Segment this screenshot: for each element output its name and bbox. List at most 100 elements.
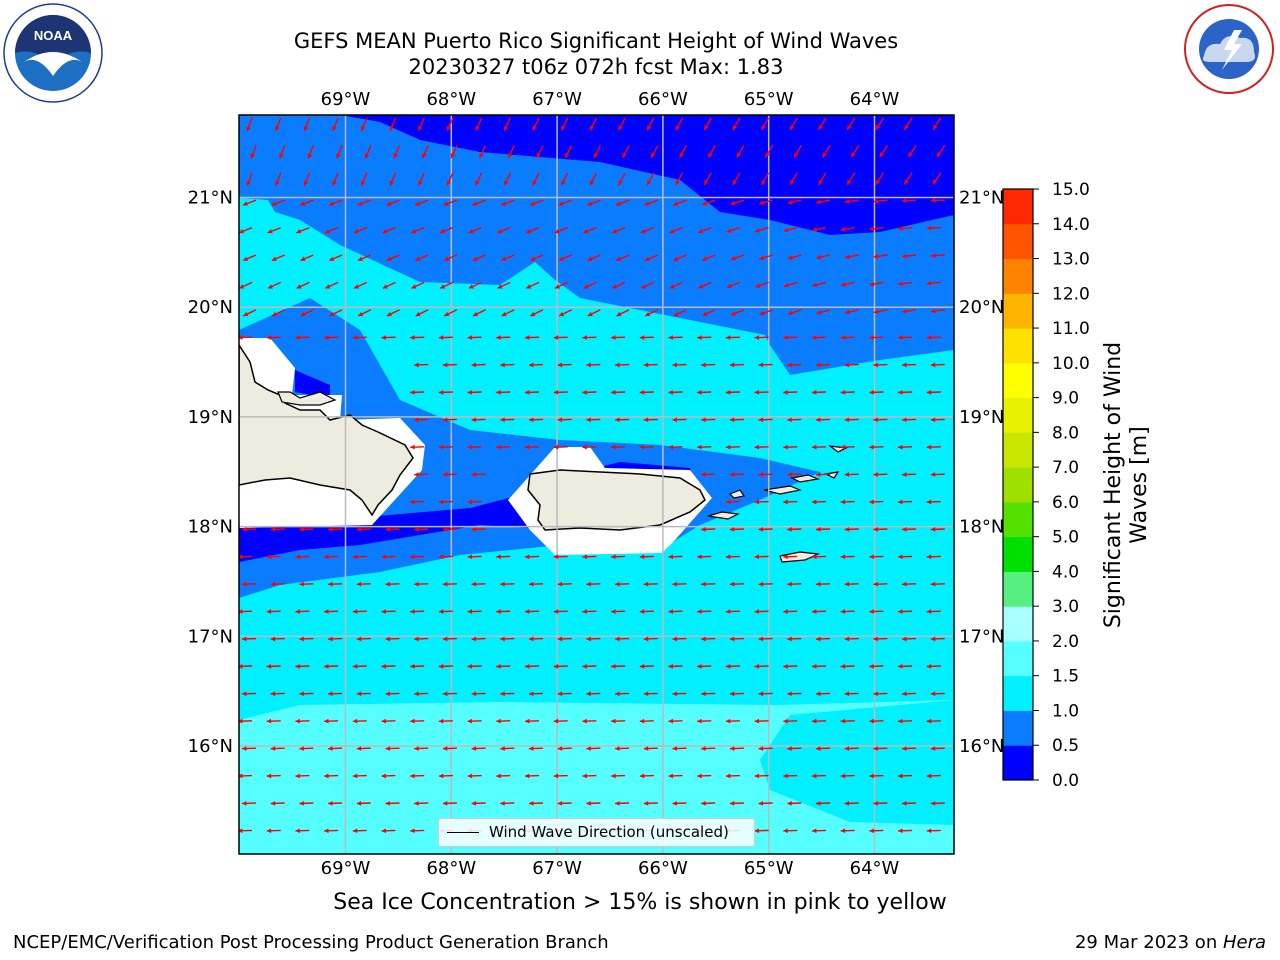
wind-arrowhead <box>873 526 878 532</box>
wind-arrowhead <box>875 124 881 130</box>
wind-arrowhead <box>611 444 616 450</box>
wind-arrowhead <box>926 280 932 286</box>
wind-arrowhead <box>902 581 907 587</box>
wind-arrowhead <box>242 800 247 806</box>
wind-arrowhead <box>729 636 735 642</box>
wind-arrowhead <box>300 311 306 317</box>
wind-arrowhead <box>360 125 366 131</box>
wind-arrowhead <box>239 773 243 779</box>
wind-arrowhead <box>467 663 473 669</box>
colorbar-tick-label: 14.0 <box>1052 215 1090 235</box>
wind-arrowhead <box>557 362 563 368</box>
wind-arrowhead <box>496 663 501 669</box>
wind-arrowhead <box>783 554 788 560</box>
wind-arrowhead <box>812 444 817 450</box>
wind-arrowhead <box>472 201 478 206</box>
wind-arrowhead <box>324 335 329 340</box>
wind-arrowhead <box>758 636 764 642</box>
wind-arrowhead <box>270 526 276 532</box>
wind-arrowhead <box>726 228 732 233</box>
wind-arrowhead <box>840 389 846 395</box>
wind-arrowhead <box>442 691 448 697</box>
wind-arrowhead <box>812 335 817 340</box>
wind-arrowhead <box>902 636 907 642</box>
wind-arrowhead <box>324 663 329 669</box>
wind-arrowhead <box>358 311 364 317</box>
wind-arrowhead <box>242 691 247 697</box>
wind-arrowhead <box>844 199 850 204</box>
wind-arrowhead <box>352 554 358 560</box>
wind-arrowhead <box>266 554 272 560</box>
chart-subtitle: 20230327 t06z 072h fcst Max: 1.83 <box>408 55 784 79</box>
wind-arrowhead <box>473 311 479 317</box>
wind-arrowhead <box>242 636 247 642</box>
wind-arrowhead <box>902 362 907 368</box>
land-st-croix <box>779 551 821 563</box>
wind-arrowhead <box>467 389 473 395</box>
wind-arrowhead <box>898 554 903 560</box>
wind-arrowhead <box>266 335 272 340</box>
wind-arrowhead <box>725 609 731 614</box>
wind-arrowhead <box>295 718 300 724</box>
wind-arrowhead <box>553 444 559 450</box>
noaa-logo-text: NOAA <box>34 28 73 43</box>
wind-arrowhead <box>840 718 846 724</box>
wind-arrowhead <box>873 636 878 642</box>
wind-arrowhead <box>328 746 333 751</box>
wind-arrowhead <box>783 828 788 834</box>
wind-arrowhead <box>704 179 709 185</box>
wind-arrowhead <box>754 335 760 340</box>
wind-arrowhead <box>446 125 452 131</box>
wind-arrowhead <box>299 691 304 697</box>
wind-arrowhead <box>615 800 620 806</box>
lon-label-top: 64°W <box>850 89 900 110</box>
wind-arrowhead <box>869 389 874 395</box>
colorbar-tick-label: 11.0 <box>1052 319 1090 339</box>
wind-arrowhead <box>496 554 501 560</box>
wind-arrowhead <box>381 773 386 779</box>
wind-arrowhead <box>726 283 732 289</box>
wind-arrowhead <box>275 180 280 186</box>
wind-arrowhead <box>898 444 903 450</box>
wind-arrowhead <box>675 180 680 186</box>
wind-arrowhead <box>898 499 903 505</box>
wind-arrowhead <box>525 609 530 614</box>
wind-arrowhead <box>382 284 388 289</box>
wind-arrowhead <box>325 284 331 289</box>
wind-arrowhead <box>898 609 903 614</box>
wind-arrowhead <box>783 389 788 395</box>
wind-arrowhead <box>582 554 587 560</box>
wind-arrowhead <box>328 691 333 697</box>
lat-label-right: 19°N <box>959 407 1004 428</box>
wind-arrowhead <box>558 201 564 206</box>
wind-arrowhead <box>381 718 386 724</box>
wind-arrowhead <box>364 153 370 159</box>
wind-arrowhead <box>565 152 570 158</box>
lon-labels-bottom: 69°W 68°W 67°W 66°W 65°W 64°W <box>321 858 900 879</box>
wind-arrowhead <box>381 554 386 560</box>
wind-arrowhead <box>783 282 789 288</box>
wind-arrowhead <box>673 201 679 206</box>
land-vieques <box>707 511 741 520</box>
wind-arrowhead <box>442 526 448 532</box>
lon-labels-top: 69°W 68°W 67°W 66°W 65°W 64°W <box>321 89 900 110</box>
wind-arrowhead <box>307 153 313 159</box>
wind-arrowhead <box>930 746 936 751</box>
colorbar-tick-label: 7.0 <box>1052 458 1079 478</box>
nws-logo <box>1184 4 1274 94</box>
wind-arrowhead <box>299 800 304 806</box>
wind-arrowhead <box>822 152 827 158</box>
wind-arrowhead <box>818 124 823 130</box>
wind-arrowhead <box>783 718 788 724</box>
colorbar: 0.0 0.5 1.0 1.5 2.0 3.0 4.0 5.0 6.0 7.0 8.0 9.0 10.0… <box>1002 180 1090 791</box>
wind-arrowhead <box>669 228 675 234</box>
wind-arrowhead <box>840 609 846 614</box>
wind-arrowhead <box>479 153 484 159</box>
wind-arrowhead <box>754 609 760 614</box>
wind-arrowhead <box>758 746 764 751</box>
wind-arrowhead <box>246 126 251 132</box>
wind-arrowhead <box>389 180 394 186</box>
wind-arrowhead <box>529 800 534 806</box>
colorbar-segment <box>1003 189 1033 225</box>
wind-arrowhead <box>930 417 936 423</box>
